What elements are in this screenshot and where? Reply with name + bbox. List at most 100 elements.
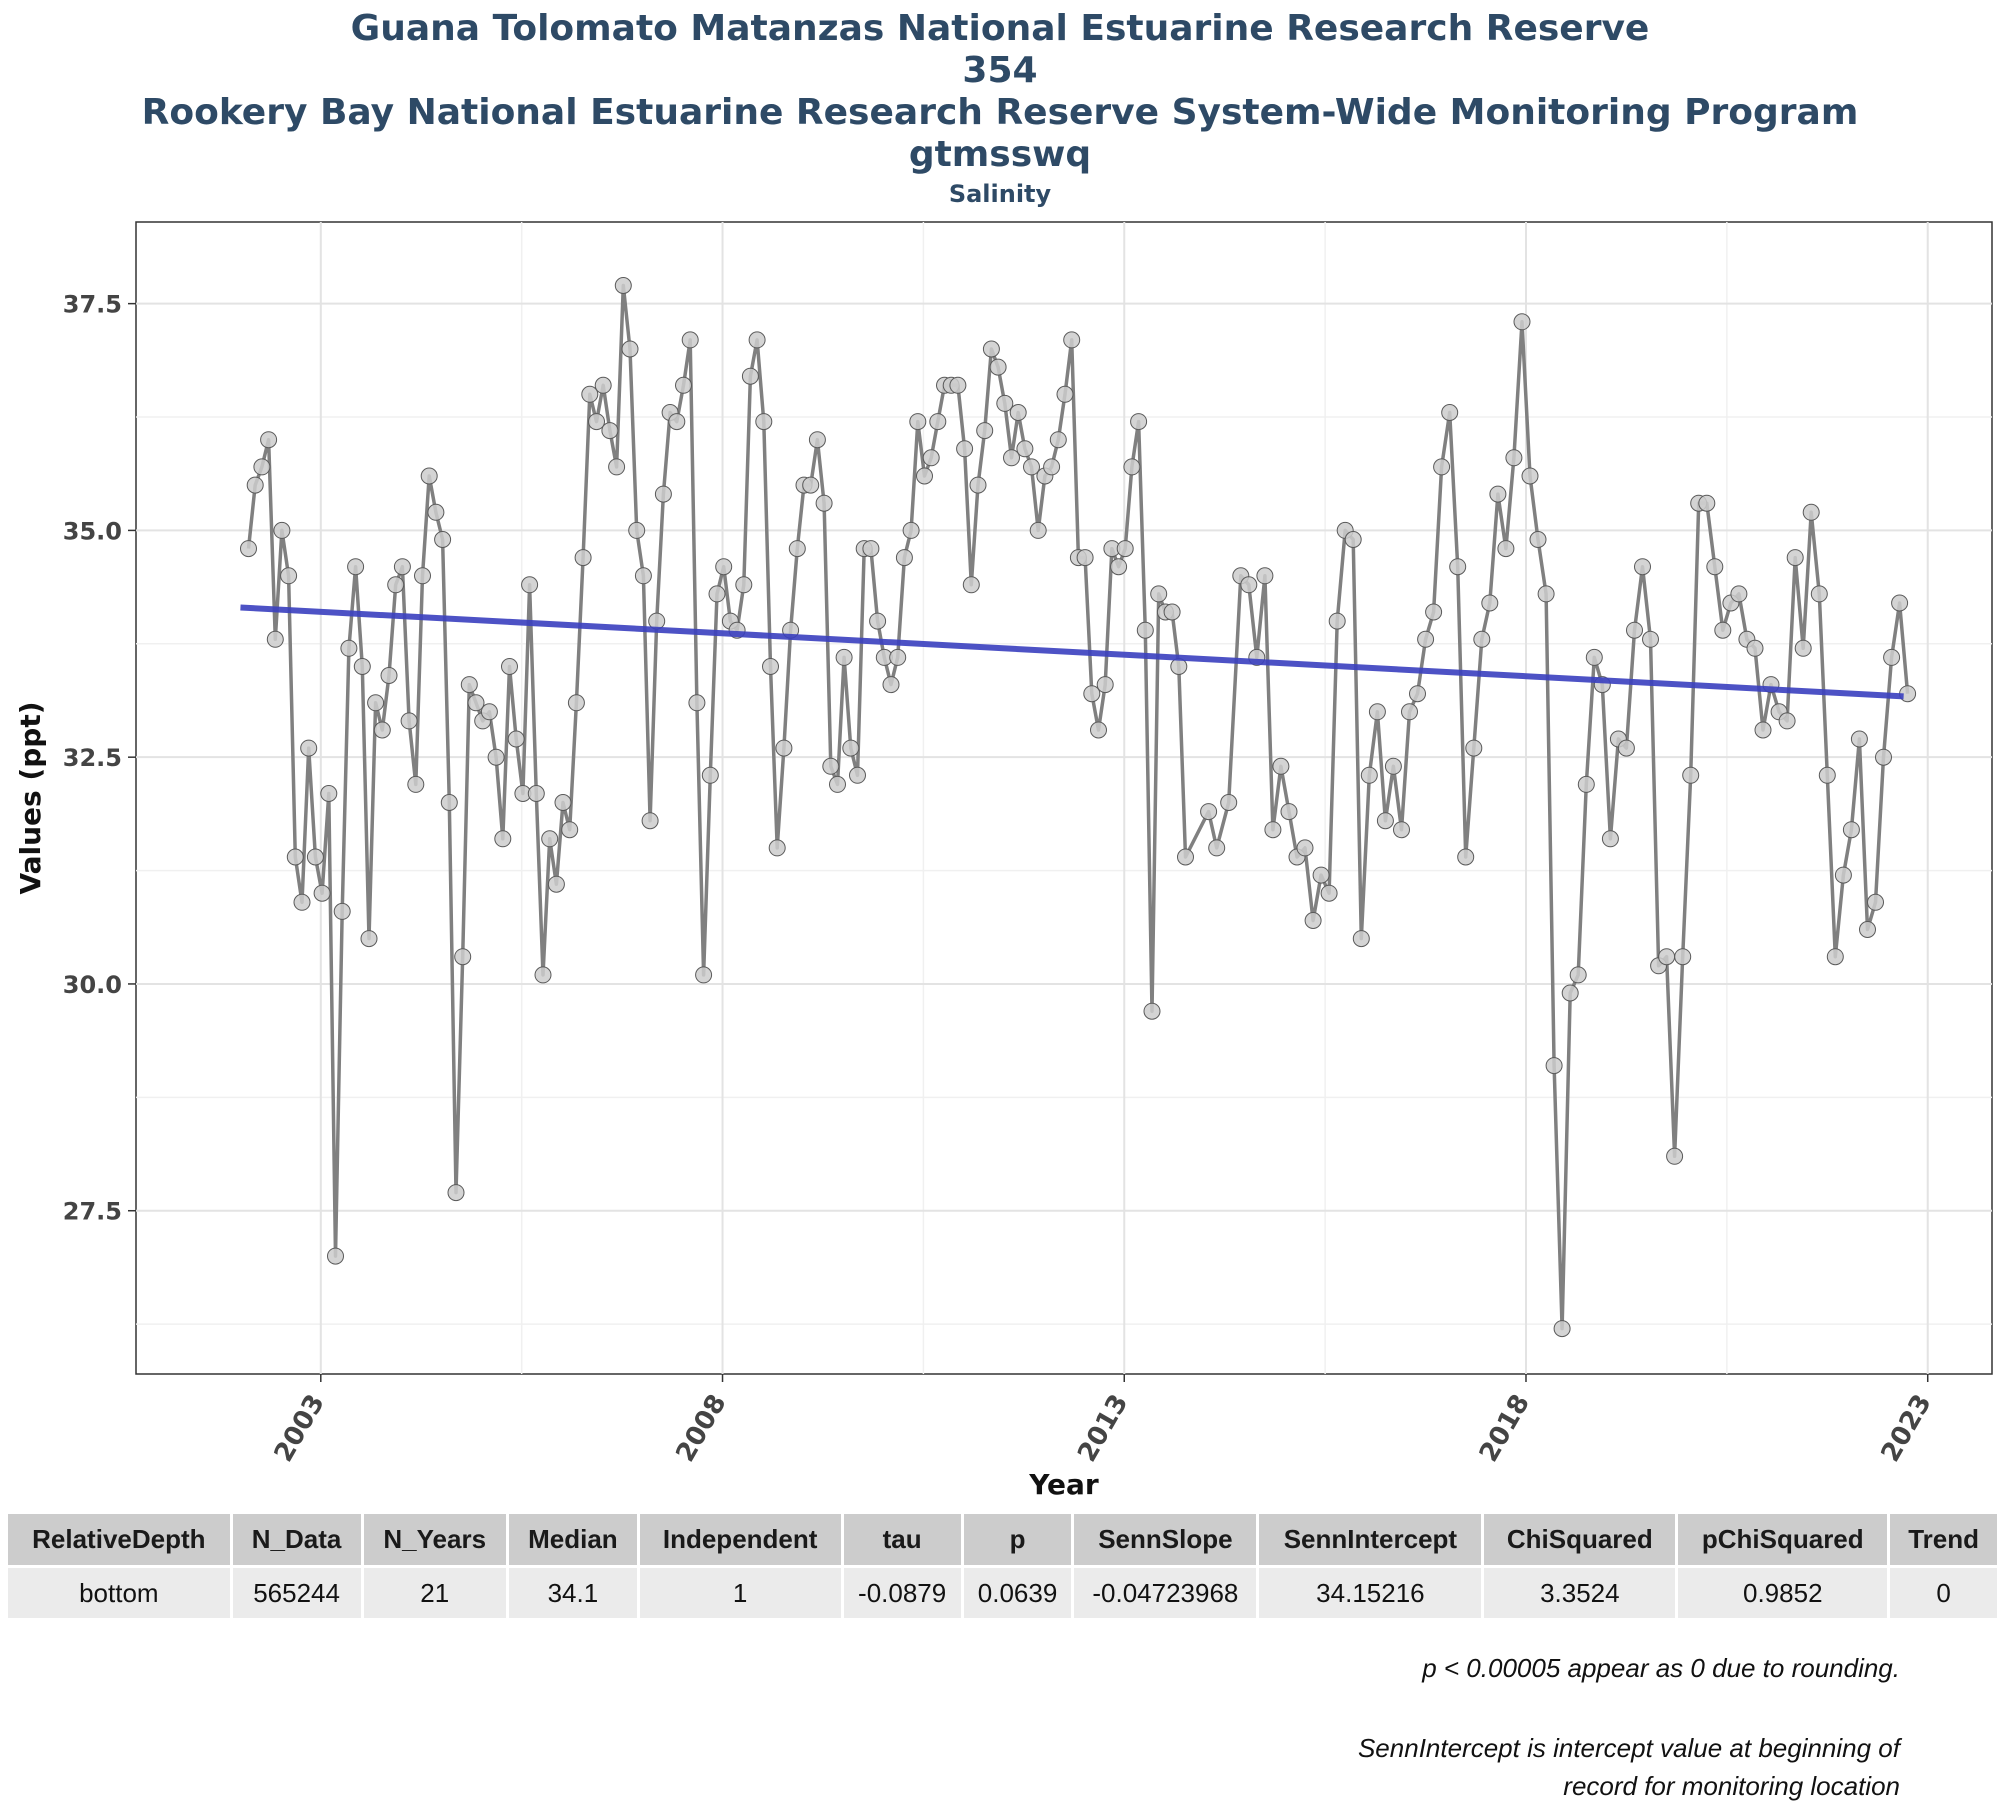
data-point	[976, 422, 994, 440]
chart-subtitle: Salinity	[948, 180, 1052, 208]
table-cell: -0.0879	[842, 1566, 964, 1618]
data-point	[1834, 866, 1852, 884]
data-point	[1328, 612, 1346, 630]
table-header-cell: RelativeDepth	[8, 1514, 233, 1568]
table-cell: 0.9852	[1676, 1566, 1891, 1618]
data-point	[467, 694, 485, 712]
data-point	[1521, 467, 1539, 485]
data-point	[1409, 685, 1426, 703]
data-point	[440, 794, 458, 811]
data-point	[1200, 803, 1218, 821]
data-point	[300, 739, 318, 757]
data-point	[1674, 948, 1692, 966]
data-point	[1473, 630, 1491, 648]
data-point	[1023, 458, 1040, 476]
data-point	[982, 340, 1000, 358]
x-tick-label: 2008	[670, 1389, 732, 1467]
data-point	[849, 766, 866, 784]
data-point	[802, 476, 820, 494]
data-point	[1698, 494, 1716, 512]
data-point	[387, 576, 405, 594]
data-point	[280, 567, 298, 585]
table-header-cell: ChiSquared	[1482, 1514, 1679, 1568]
data-point	[347, 558, 365, 576]
data-point	[1256, 567, 1274, 585]
data-point	[1076, 549, 1094, 567]
data-point	[1601, 830, 1619, 848]
y-tick-label: 30.0	[63, 971, 122, 999]
table-cell: 0	[1888, 1566, 2000, 1618]
data-point	[1642, 630, 1659, 648]
data-point	[808, 431, 826, 449]
data-point	[869, 612, 887, 630]
table-header-cell: SennIntercept	[1257, 1514, 1485, 1568]
data-point	[320, 785, 338, 802]
table-header-cell: N_Data	[231, 1514, 364, 1568]
data-point	[862, 540, 880, 558]
table-header-cell: SennSlope	[1072, 1514, 1260, 1568]
data-point	[922, 449, 940, 467]
data-point	[829, 775, 846, 793]
data-point	[313, 884, 331, 902]
table-cell: 0.0639	[962, 1566, 1075, 1618]
data-point	[547, 875, 565, 893]
data-point	[1634, 558, 1651, 576]
data-point	[1842, 821, 1860, 839]
y-tick-label: 32.5	[63, 744, 122, 772]
data-point	[996, 394, 1014, 412]
data-point	[460, 676, 478, 694]
data-point	[1569, 966, 1587, 984]
data-point	[480, 703, 498, 721]
data-point	[1376, 812, 1394, 830]
data-point	[293, 893, 311, 911]
table-header-row: RelativeDepth N_Data N_Years Median Independ…	[8, 1514, 2000, 1568]
data-point	[567, 694, 585, 712]
data-point	[1794, 639, 1812, 657]
data-point	[741, 367, 759, 385]
data-point	[1682, 766, 1700, 784]
table-header-cell: N_Years	[362, 1514, 509, 1568]
data-point	[1754, 721, 1772, 739]
data-point	[822, 757, 840, 775]
title-line-1: Guana Tolomato Matanzas National Estuari…	[350, 8, 1650, 49]
x-tick-label: 2018	[1474, 1389, 1536, 1467]
title-line-2: 354	[962, 50, 1038, 91]
data-point	[1063, 331, 1081, 349]
data-point	[895, 549, 913, 567]
data-point	[1029, 521, 1047, 539]
data-point	[641, 812, 659, 830]
data-point	[1220, 794, 1238, 811]
data-point	[842, 739, 860, 757]
data-point	[788, 540, 806, 558]
data-point	[1867, 893, 1884, 911]
data-point	[1296, 839, 1314, 857]
data-point	[507, 730, 525, 748]
data-point	[608, 458, 626, 476]
data-point	[400, 712, 418, 730]
data-point	[1561, 984, 1579, 1002]
data-point	[929, 413, 947, 431]
data-point	[1352, 930, 1370, 948]
data-point	[1043, 458, 1061, 476]
data-point	[1626, 621, 1643, 639]
data-point	[762, 658, 779, 675]
data-point	[1096, 676, 1114, 694]
data-point	[1240, 576, 1258, 594]
data-point	[962, 576, 980, 594]
data-point	[1090, 721, 1107, 739]
data-point	[1360, 766, 1378, 784]
data-point	[1449, 558, 1467, 576]
data-point	[1009, 404, 1027, 421]
data-point	[1706, 558, 1724, 576]
data-point	[668, 413, 686, 431]
data-point	[621, 340, 639, 358]
data-point	[367, 694, 385, 712]
table-cell: 565244	[231, 1566, 364, 1618]
data-point	[360, 930, 378, 948]
data-point	[454, 948, 472, 966]
data-point	[1457, 848, 1475, 866]
table-cell: 1	[638, 1566, 844, 1618]
data-point	[420, 467, 438, 485]
data-point	[1810, 585, 1828, 603]
data-point	[1497, 540, 1515, 558]
